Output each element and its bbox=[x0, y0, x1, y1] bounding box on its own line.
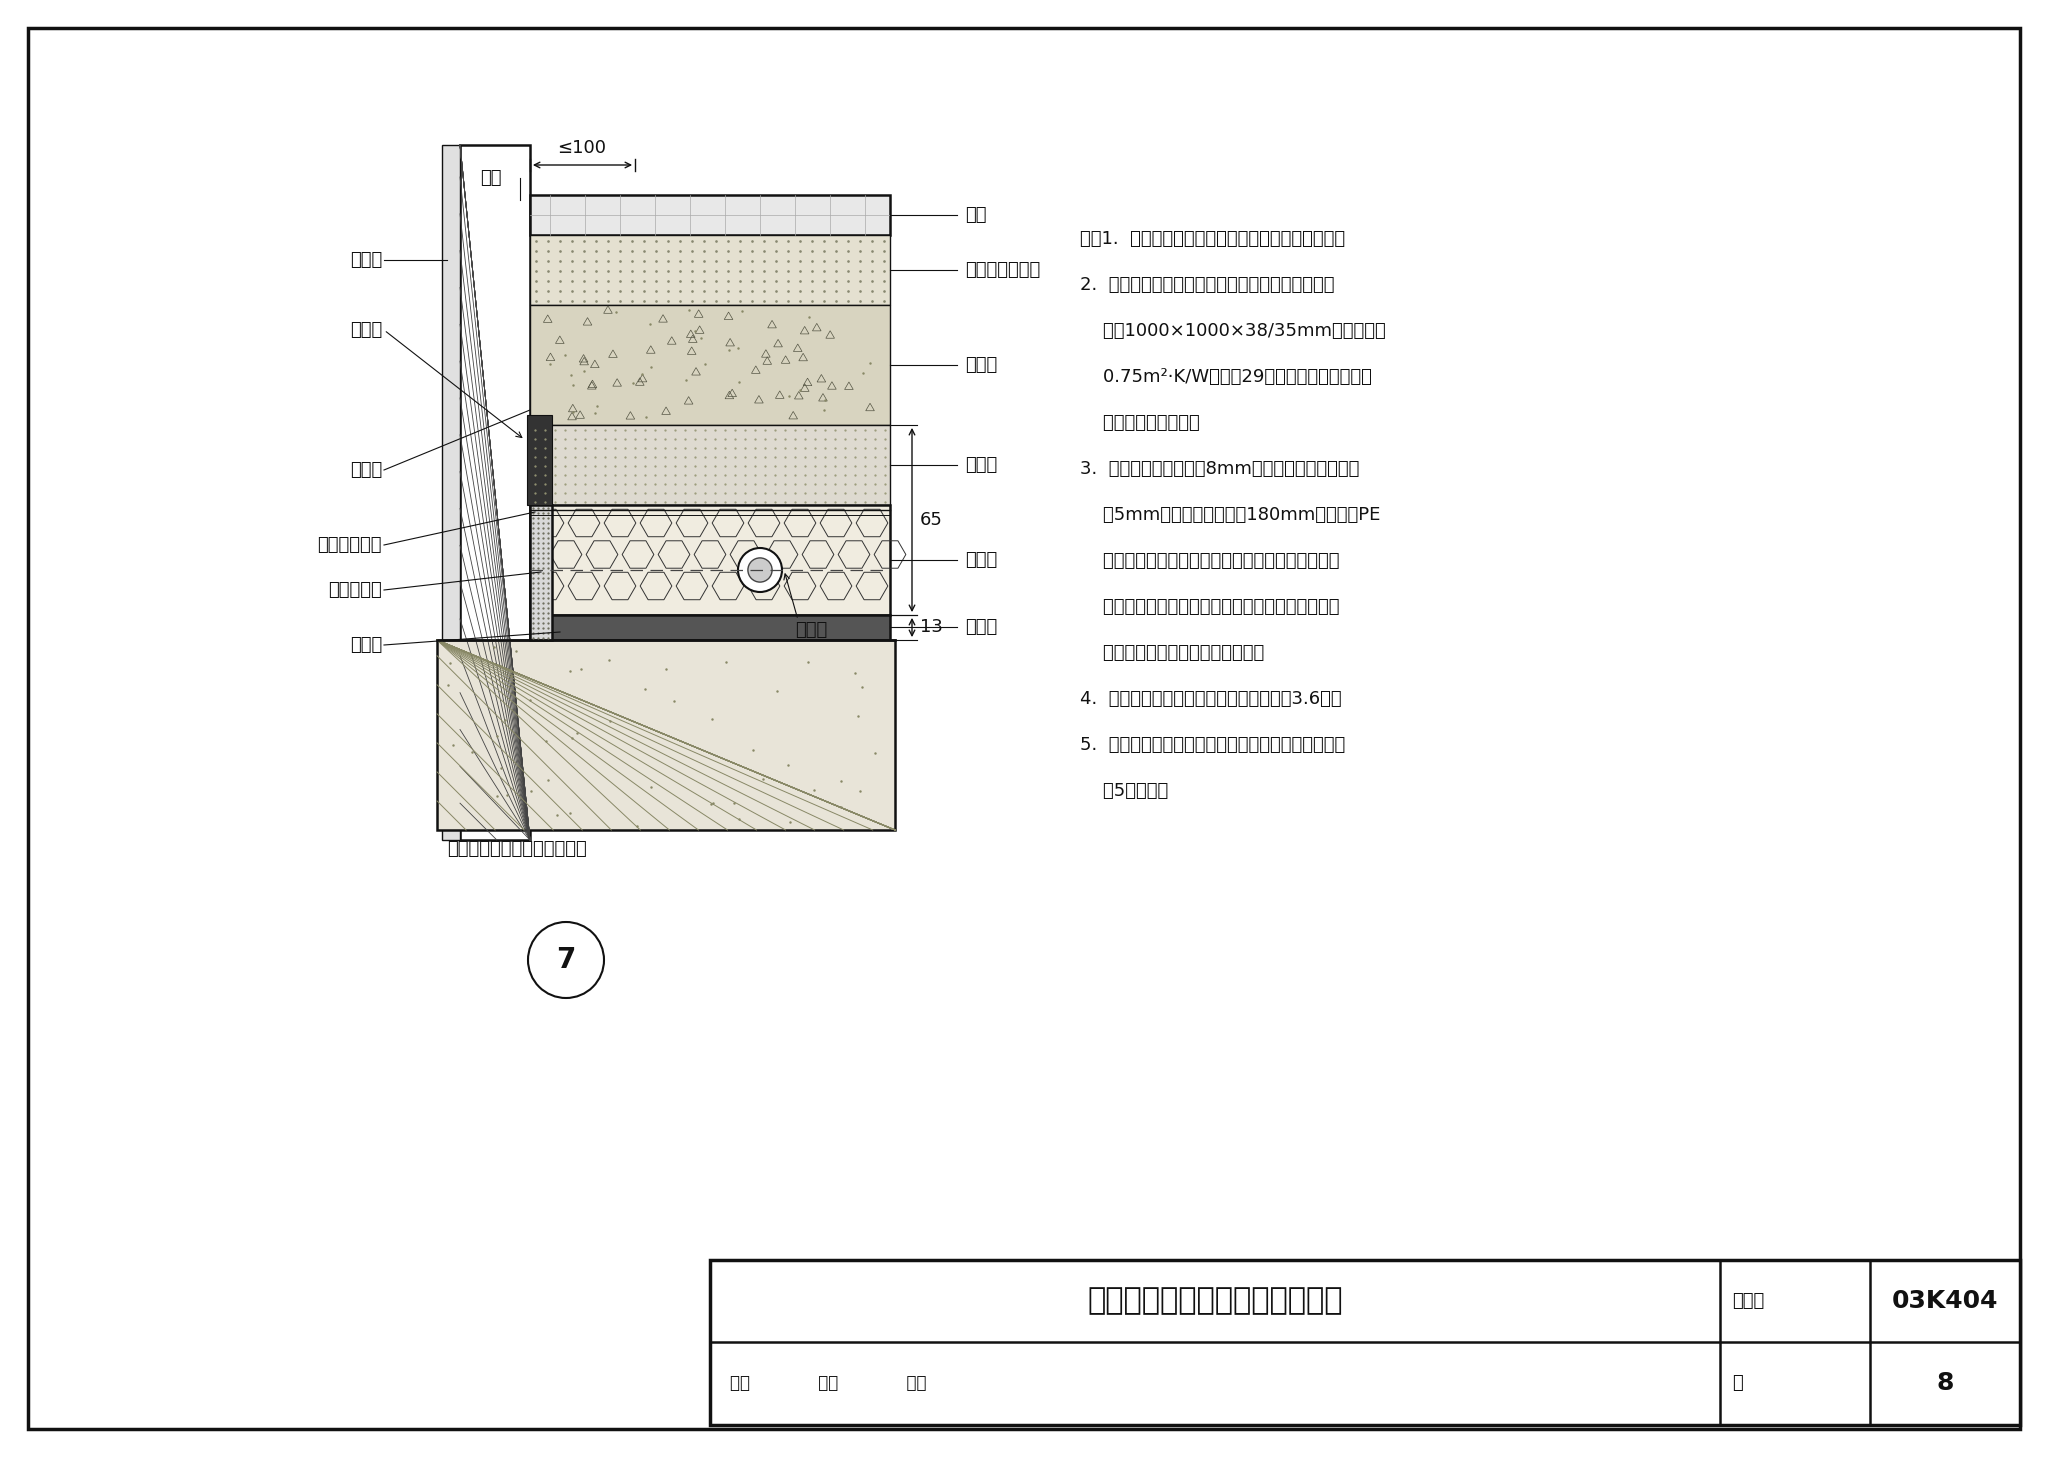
Text: 格：1000×1000×38/35mm），热阻为: 格：1000×1000×38/35mm），热阻为 bbox=[1079, 322, 1386, 339]
Text: 注：1.  当楼板上下均为供暖房间时，可不设防潮层。: 注：1. 当楼板上下均为供暖房间时，可不设防潮层。 bbox=[1079, 230, 1346, 248]
Text: 保护层: 保护层 bbox=[965, 456, 997, 474]
Bar bbox=[530, 195, 891, 235]
Bar bbox=[530, 305, 891, 425]
Text: 现浇层: 现浇层 bbox=[965, 356, 997, 374]
Circle shape bbox=[748, 558, 772, 583]
Text: 复合塑料薄膜: 复合塑料薄膜 bbox=[317, 536, 383, 554]
Bar bbox=[530, 615, 891, 640]
Text: 装修施工完成后，截去多余部分。: 装修施工完成后，截去多余部分。 bbox=[1079, 644, 1264, 661]
Text: 防潮层: 防潮层 bbox=[350, 637, 383, 654]
Text: 7: 7 bbox=[557, 946, 575, 973]
Text: 绝热层缝隙。边界保温带应高出现浇层，待地面精: 绝热层缝隙。边界保温带应高出现浇层，待地面精 bbox=[1079, 597, 1339, 616]
Bar bbox=[530, 425, 891, 506]
Text: 密封青: 密封青 bbox=[350, 460, 383, 479]
Text: 防潮层: 防潮层 bbox=[965, 618, 997, 637]
Text: 0.75m²·K/W（见第29页）。当要求更高时，: 0.75m²·K/W（见第29页）。当要求更高时， bbox=[1079, 369, 1372, 386]
Text: 与土壤或室外空气接触的地板: 与土壤或室外空气接触的地板 bbox=[446, 841, 586, 858]
Text: 可采用下一页做法。: 可采用下一页做法。 bbox=[1079, 414, 1200, 431]
Circle shape bbox=[737, 548, 782, 592]
Text: 5.  不设踢脚时，边界保温带上部应用密封青密封，如: 5. 不设踢脚时，边界保温带上部应用密封青密封，如 bbox=[1079, 736, 1346, 755]
Text: 3.  边界保温带：本页为8mm厚的聚乙烯泡沫塑料，: 3. 边界保温带：本页为8mm厚的聚乙烯泡沫塑料， bbox=[1079, 460, 1360, 478]
Text: 干硬性水泥砂浆: 干硬性水泥砂浆 bbox=[965, 261, 1040, 278]
Text: 4.  塑料管及管卡：塑料管材质见说明的第3.6条。: 4. 塑料管及管卡：塑料管材质见说明的第3.6条。 bbox=[1079, 691, 1341, 708]
Text: 03K404: 03K404 bbox=[1892, 1289, 1999, 1313]
Bar bbox=[530, 506, 891, 615]
Text: 膜可搭接覆盖在绝热层上，以避免现浇混凝土落入: 膜可搭接覆盖在绝热层上，以避免现浇混凝土落入 bbox=[1079, 552, 1339, 570]
Bar bbox=[530, 506, 553, 640]
Bar bbox=[526, 415, 553, 506]
Text: 页: 页 bbox=[1733, 1374, 1743, 1391]
Text: 有5mm的压缩量（规格：180mm），复合PE: 有5mm的压缩量（规格：180mm），复合PE bbox=[1079, 506, 1380, 525]
Bar bbox=[461, 146, 530, 841]
Text: 2.  绝热层：本页为带复合保护层的聚苯乙烯板（规: 2. 绝热层：本页为带复合保护层的聚苯乙烯板（规 bbox=[1079, 275, 1335, 294]
Text: 审核             校对             设计: 审核 校对 设计 bbox=[729, 1374, 926, 1391]
Circle shape bbox=[528, 922, 604, 998]
Text: ≤100: ≤100 bbox=[557, 138, 606, 157]
Text: 13: 13 bbox=[920, 618, 942, 637]
Text: 塑料管: 塑料管 bbox=[795, 621, 827, 640]
Text: 65: 65 bbox=[920, 511, 942, 529]
Text: 绝热层: 绝热层 bbox=[965, 551, 997, 570]
Text: 8: 8 bbox=[1935, 1371, 1954, 1394]
Text: 地砖: 地砖 bbox=[965, 205, 987, 224]
Text: 低温热水地板辐射供暖地面做法: 低温热水地板辐射供暖地面做法 bbox=[1087, 1287, 1343, 1316]
Text: 踢脚板: 踢脚板 bbox=[350, 321, 383, 339]
Text: 外墙: 外墙 bbox=[479, 169, 502, 186]
Bar bbox=[436, 640, 895, 830]
Text: 边界保温带: 边界保温带 bbox=[328, 581, 383, 599]
Bar bbox=[530, 235, 891, 305]
Bar bbox=[442, 146, 461, 841]
Bar bbox=[711, 1260, 2019, 1425]
Text: 第5页所示。: 第5页所示。 bbox=[1079, 782, 1167, 800]
Text: 抹灰层: 抹灰层 bbox=[350, 251, 383, 270]
Text: 图集号: 图集号 bbox=[1733, 1292, 1763, 1310]
